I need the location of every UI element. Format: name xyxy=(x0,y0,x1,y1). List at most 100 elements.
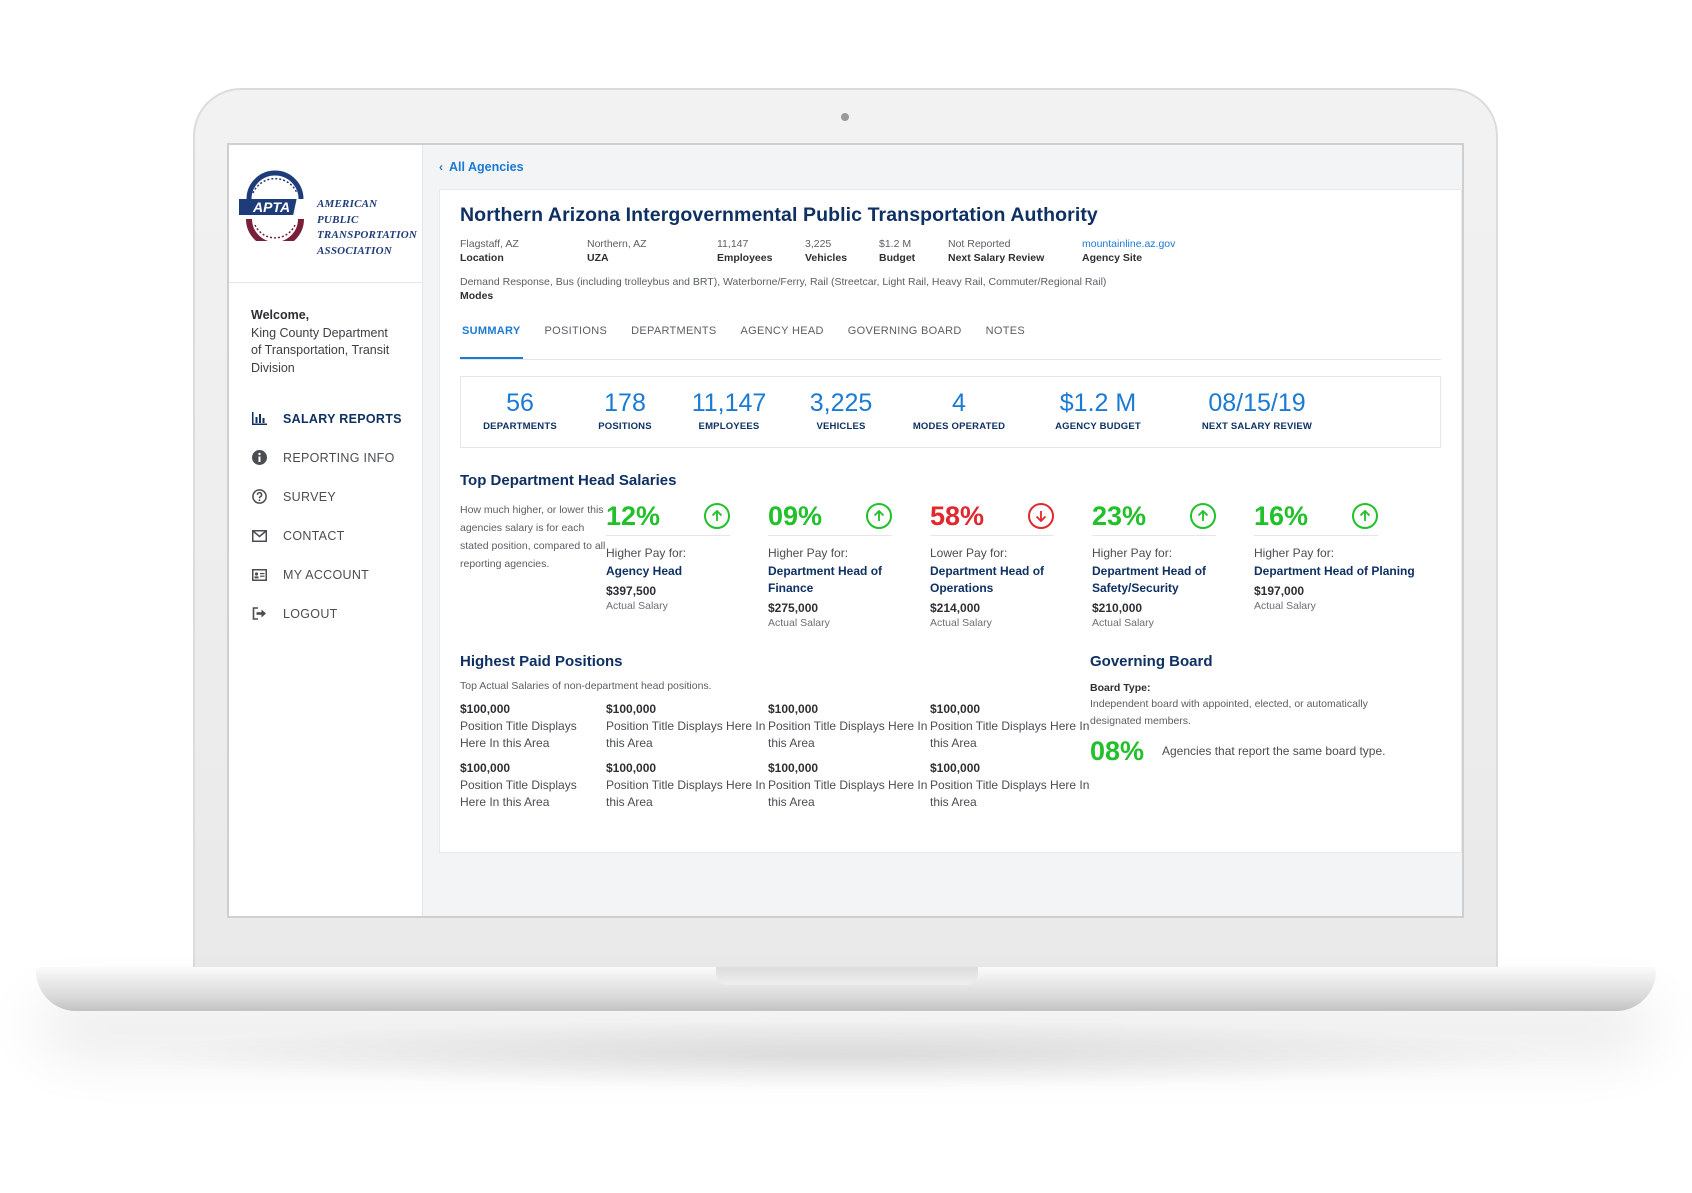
stat-positions: 178 POSITIONS xyxy=(579,389,671,447)
position-salary: $100,000 xyxy=(930,702,981,716)
actual-salary-label: Actual Salary xyxy=(606,600,668,612)
tdh-card: 09% Higher Pay for: Department Head of F… xyxy=(768,499,930,629)
stat-value: 4 xyxy=(952,389,966,417)
sidebar-item-label: MY ACCOUNT xyxy=(283,567,370,582)
laptop-notch xyxy=(716,967,978,985)
sidebar: APTA AMERICAN PUBLIC TRANSPORTATION ASSO… xyxy=(229,145,423,916)
modes-label: Modes xyxy=(460,290,494,302)
pct-value: 12% xyxy=(606,501,661,531)
position-name: Department Head of Planing xyxy=(1254,564,1415,578)
actual-salary-label: Actual Salary xyxy=(768,617,830,629)
board-type-value: Independent board with appointed, electe… xyxy=(1090,698,1368,727)
actual-salary: $197,000 xyxy=(1254,584,1305,598)
logo-line: AMERICAN xyxy=(317,198,378,210)
agency-site-link[interactable]: mountainline.az.gov xyxy=(1082,238,1176,250)
position-salary: $100,000 xyxy=(768,761,819,775)
fact-employees: 11,147 Employees xyxy=(717,237,805,265)
board-type-pct: 08% xyxy=(1090,736,1145,766)
stat-value: 08/15/19 xyxy=(1208,389,1306,417)
pay-kind: Higher Pay for: xyxy=(1254,546,1335,560)
governing-board: Governing Board Board Type: Independent … xyxy=(1090,653,1390,810)
id-card-icon xyxy=(251,567,267,583)
bottom-sections: Highest Paid Positions Top Actual Salari… xyxy=(460,653,1441,810)
fact-label: Budget xyxy=(879,252,916,264)
actual-salary-label: Actual Salary xyxy=(1254,600,1316,612)
position-title: Position Title Displays Here In this Are… xyxy=(768,778,928,809)
section-title: Top Department Head Salaries xyxy=(460,472,677,489)
actual-salary: $214,000 xyxy=(930,601,981,615)
fact-label: Vehicles xyxy=(805,252,848,264)
agency-title: Northern Arizona Intergovernmental Publi… xyxy=(460,204,1098,226)
position-salary: $100,000 xyxy=(930,761,981,775)
sidebar-item-label: LOGOUT xyxy=(283,606,338,621)
sidebar-item-my-account[interactable]: MY ACCOUNT xyxy=(229,555,422,594)
logo-line: TRANSPORTATION xyxy=(317,229,417,241)
position-salary: $100,000 xyxy=(606,761,657,775)
position-title: Position Title Displays Here In this Are… xyxy=(460,719,577,750)
fact-label: Location xyxy=(460,252,504,264)
summary-content: 56 DEPARTMENTS 178 POSITIONS 11,147 EMPL… xyxy=(440,360,1461,830)
stat-value: 11,147 xyxy=(691,389,767,417)
logo-text: AMERICAN PUBLIC TRANSPORTATION ASSOCIATI… xyxy=(317,197,417,259)
tab-summary[interactable]: SUMMARY xyxy=(460,325,523,359)
logout-icon xyxy=(251,606,267,622)
tdh-card: 23% Higher Pay for: Department Head of S… xyxy=(1092,499,1254,629)
stat-label: DEPARTMENTS xyxy=(483,421,557,432)
sidebar-item-logout[interactable]: LOGOUT xyxy=(229,594,422,633)
stat-label: VEHICLES xyxy=(816,421,866,432)
pct-value: 58% xyxy=(930,501,985,531)
position-item: $100,000 Position Title Displays Here In … xyxy=(768,702,930,751)
board-type-stat: 08% Agencies that report the same board … xyxy=(1090,736,1390,767)
tab-governing-board[interactable]: GOVERNING BOARD xyxy=(847,325,962,337)
agency-header: Northern Arizona Intergovernmental Publi… xyxy=(440,190,1461,360)
pay-kind: Higher Pay for: xyxy=(1092,546,1173,560)
stat-label: EMPLOYEES xyxy=(698,421,760,432)
logo-line: PUBLIC xyxy=(317,213,359,226)
fact-next-salary-review: Not Reported Next Salary Review xyxy=(948,237,1082,265)
actual-salary: $397,500 xyxy=(606,584,657,598)
bar-chart-icon xyxy=(251,411,267,427)
question-icon xyxy=(251,489,267,505)
sidebar-item-survey[interactable]: SURVEY xyxy=(229,477,422,516)
sidebar-item-label: CONTACT xyxy=(283,528,345,543)
fact-label: Agency Site xyxy=(1082,252,1143,264)
logo-area[interactable]: APTA AMERICAN PUBLIC TRANSPORTATION ASSO… xyxy=(229,145,422,283)
app-screen: APTA AMERICAN PUBLIC TRANSPORTATION ASSO… xyxy=(227,143,1464,918)
welcome-greeting: Welcome, xyxy=(251,308,310,322)
all-agencies-link[interactable]: ‹ All Agencies xyxy=(439,145,1462,189)
tab-agency-head[interactable]: AGENCY HEAD xyxy=(740,325,824,337)
arrow-up-icon xyxy=(1190,503,1216,529)
fact-label: Employees xyxy=(717,252,773,264)
tab-notes[interactable]: NOTES xyxy=(985,325,1026,337)
board-type-label: Board Type: xyxy=(1090,682,1151,694)
section-title: Highest Paid Positions xyxy=(460,653,623,670)
stat-employees: 11,147 EMPLOYEES xyxy=(671,389,787,447)
tdh-card: 12% Higher Pay for: Agency Head $397,500… xyxy=(606,499,768,629)
fact-value: Flagstaff, AZ xyxy=(460,238,519,250)
section-title: Governing Board xyxy=(1090,653,1213,670)
position-title: Position Title Displays Here In this Are… xyxy=(606,778,766,809)
logo-mark-text: APTA xyxy=(252,199,290,215)
fact-value: Northern, AZ xyxy=(587,238,647,250)
pay-kind: Higher Pay for: xyxy=(768,546,849,560)
arrow-down-icon xyxy=(1028,503,1054,529)
fact-value: Not Reported xyxy=(948,238,1011,250)
stat-label: AGENCY BUDGET xyxy=(1055,421,1141,432)
agency-facts: Flagstaff, AZ Location Northern, AZ UZA … xyxy=(460,237,1441,265)
board-type-pct-desc: Agencies that report the same board type… xyxy=(1162,744,1386,759)
tab-positions[interactable]: POSITIONS xyxy=(544,325,608,337)
sidebar-item-salary-reports[interactable]: SALARY REPORTS xyxy=(229,399,422,438)
fact-label: UZA xyxy=(587,252,609,264)
tab-departments[interactable]: DEPARTMENTS xyxy=(631,325,717,337)
positions-grid: $100,000 Position Title Displays Here In … xyxy=(460,702,1090,810)
apta-logo-icon: APTA xyxy=(239,170,304,241)
tdh-row: How much higher, or lower this agencies … xyxy=(460,499,1441,629)
fact-location: Flagstaff, AZ Location xyxy=(460,237,587,265)
sidebar-item-reporting-info[interactable]: REPORTING INFO xyxy=(229,438,422,477)
tab-bar: SUMMARY POSITIONS DEPARTMENTS AGENCY HEA… xyxy=(460,325,1441,360)
section-subtitle: Top Actual Salaries of non-department he… xyxy=(460,680,712,692)
actual-salary: $210,000 xyxy=(1092,601,1143,615)
position-item: $100,000 Position Title Displays Here In … xyxy=(930,702,1092,751)
sidebar-item-contact[interactable]: CONTACT xyxy=(229,516,422,555)
arrow-up-icon xyxy=(866,503,892,529)
